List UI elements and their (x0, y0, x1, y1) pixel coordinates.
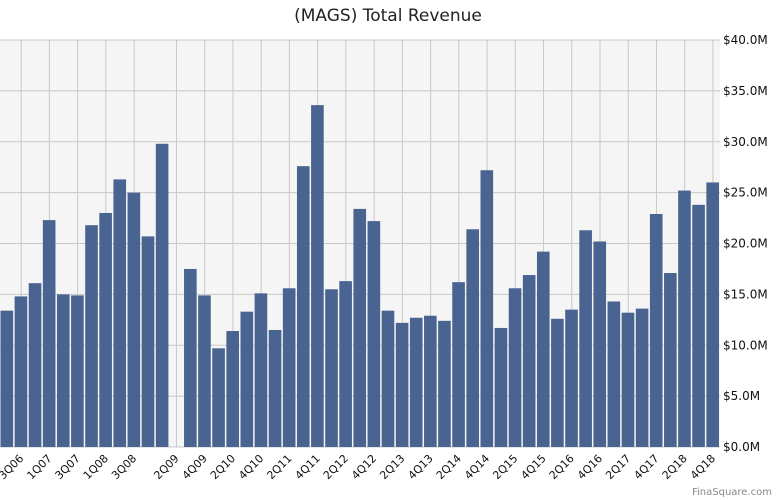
x-tick-label: 4Q10 (236, 452, 266, 482)
x-tick-label: 4Q18 (688, 452, 718, 482)
revenue-bar-1Q15 (494, 327, 508, 447)
revenue-bar-4Q15 (536, 251, 550, 447)
x-tick-label: 2Q09 (151, 452, 181, 482)
y-tick-label: $25.0M (723, 186, 768, 200)
y-tick-label: $0.0M (723, 440, 760, 454)
revenue-bar-1Q07 (42, 220, 56, 447)
y-tick-label: $40.0M (723, 33, 768, 47)
revenue-bar-3Q09 (184, 268, 197, 447)
revenue-bar-2Q11 (282, 288, 296, 447)
revenue-bar-3Q16 (579, 230, 592, 447)
revenue-bar-2Q08 (113, 179, 127, 447)
revenue-bar-4Q14 (480, 170, 494, 448)
revenue-bar-2Q13 (395, 322, 409, 447)
revenue-bar-1Q12 (325, 289, 338, 447)
revenue-bar-2Q16 (565, 309, 578, 447)
y-tick-label: $30.0M (723, 135, 768, 149)
revenue-bar-4Q12 (367, 221, 381, 447)
x-tick-label: 4Q17 (631, 452, 661, 482)
revenue-bar-4Q08 (141, 236, 155, 447)
revenue-bar-3Q08 (127, 192, 141, 447)
revenue-bar-4Q10 (254, 293, 268, 447)
x-tick-label: 4Q12 (349, 452, 379, 482)
revenue-bar-4Q09 (198, 295, 211, 447)
x-tick-label: 4Q13 (406, 452, 436, 482)
revenue-bar-3Q17 (635, 308, 649, 447)
y-tick-label: $15.0M (723, 287, 768, 301)
revenue-bar-3Q10 (240, 311, 254, 447)
x-tick-label: 2Q15 (490, 452, 520, 482)
revenue-bar-1Q14 (438, 320, 451, 447)
revenue-bar-1Q09 (155, 143, 169, 447)
bars (0, 105, 719, 448)
x-tick-label: 3Q07 (53, 452, 83, 482)
revenue-bar-4Q16 (593, 241, 607, 447)
watermark: FinaSquare.com (691, 487, 772, 498)
revenue-bar-1Q16 (551, 318, 564, 447)
revenue-bar-2Q18 (678, 190, 691, 447)
revenue-bar-2Q17 (621, 312, 635, 447)
revenue-bar-4Q13 (424, 315, 437, 447)
revenue-bar-1Q08 (99, 212, 112, 447)
revenue-bar-3Q18 (692, 204, 705, 447)
x-tick-label: 4Q11 (293, 452, 323, 482)
x-tick-label: 1Q08 (81, 452, 111, 482)
x-tick-label: 2Q12 (321, 452, 351, 482)
revenue-bar-1Q13 (381, 310, 395, 447)
revenue-bar-2Q06 (0, 310, 14, 447)
revenue-bar-4Q11 (311, 105, 324, 448)
revenue-bar-4Q17 (649, 213, 663, 447)
y-tick-label: $20.0M (723, 237, 768, 251)
x-tick-label: 4Q14 (462, 452, 492, 482)
x-tick-label: 2Q11 (264, 452, 294, 482)
revenue-bar-1Q10 (212, 348, 225, 447)
revenue-bar-3Q11 (296, 166, 310, 448)
revenue-bar-2Q14 (452, 282, 465, 447)
revenue-bar-3Q06 (14, 296, 28, 447)
revenue-bar-3Q12 (353, 208, 367, 447)
revenue-bar-4Q06 (28, 283, 42, 447)
x-tick-label: 2Q13 (377, 452, 407, 482)
x-tick-label: 3Q08 (109, 452, 139, 482)
x-tick-label: 4Q15 (518, 452, 548, 482)
chart-title: (MAGS) Total Revenue (294, 6, 482, 26)
revenue-bar-1Q11 (268, 329, 282, 447)
x-tick-label: 4Q09 (180, 452, 210, 482)
x-tick-label: 2Q18 (660, 452, 690, 482)
revenue-bar-2Q10 (226, 331, 239, 447)
x-tick-label: 4Q16 (575, 452, 605, 482)
y-tick-label: $5.0M (723, 389, 760, 403)
revenue-bar-2Q12 (339, 281, 352, 447)
revenue-bar-4Q07 (85, 225, 98, 447)
revenue-bar-3Q07 (71, 295, 84, 447)
x-tick-label: 2Q10 (208, 452, 238, 482)
revenue-bar-2Q07 (56, 294, 70, 447)
revenue-bar-4Q18 (706, 182, 719, 447)
revenue-bar-3Q15 (522, 275, 536, 447)
revenue-bar-2Q15 (508, 288, 522, 447)
revenue-bar-3Q13 (409, 317, 423, 447)
revenue-bar-3Q14 (466, 229, 479, 447)
y-tick-label: $35.0M (723, 84, 768, 98)
revenue-bar-1Q17 (607, 301, 621, 447)
x-tick-label: 2Q16 (547, 452, 577, 482)
x-tick-label: 3Q06 (0, 452, 26, 482)
y-tick-label: $10.0M (723, 338, 768, 352)
y-axis-tick-labels: $0.0M $5.0M $10.0M $15.0M $20.0M $25.0M $30.0M… (723, 33, 768, 454)
x-tick-label: 2Q14 (434, 452, 464, 482)
x-tick-label: 2Q17 (603, 452, 633, 482)
revenue-bar-1Q18 (664, 273, 677, 447)
x-tick-label: 1Q07 (24, 452, 54, 482)
